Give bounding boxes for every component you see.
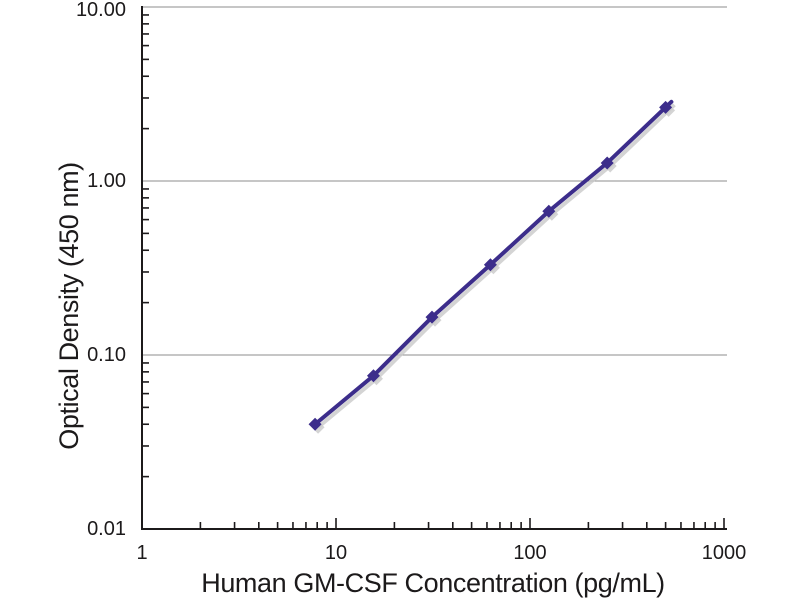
tick-labels: 10.00 1.00 0.10 0.01 1 10 100 1000 bbox=[76, 0, 746, 564]
y-tick-label: 0.10 bbox=[87, 344, 126, 366]
y-tick-label: 10.00 bbox=[76, 0, 126, 21]
y-tick-label: 1.00 bbox=[87, 170, 126, 192]
y-tick-label: 0.01 bbox=[87, 518, 126, 540]
x-tick-label: 10 bbox=[325, 542, 347, 564]
axes bbox=[141, 6, 727, 530]
data-point-marker bbox=[308, 417, 322, 431]
x-axis-title: Human GM-CSF Concentration (pg/mL) bbox=[201, 568, 665, 598]
data-point-marker bbox=[659, 100, 673, 114]
axis-ticks bbox=[142, 14, 725, 529]
data-point-marker bbox=[542, 204, 556, 218]
curve-shadow bbox=[316, 103, 676, 429]
gridlines bbox=[142, 6, 727, 356]
data-series bbox=[308, 99, 676, 434]
y-axis-title: Optical Density (450 nm) bbox=[54, 162, 84, 450]
x-tick-label: 1 bbox=[136, 542, 147, 564]
standard-curve-line bbox=[313, 99, 674, 427]
data-point-marker bbox=[366, 369, 380, 383]
x-tick-label: 1000 bbox=[702, 542, 747, 564]
data-point-marker bbox=[483, 258, 497, 272]
data-point-marker bbox=[600, 156, 614, 170]
x-tick-label: 100 bbox=[513, 542, 546, 564]
data-point-marker bbox=[425, 310, 439, 324]
